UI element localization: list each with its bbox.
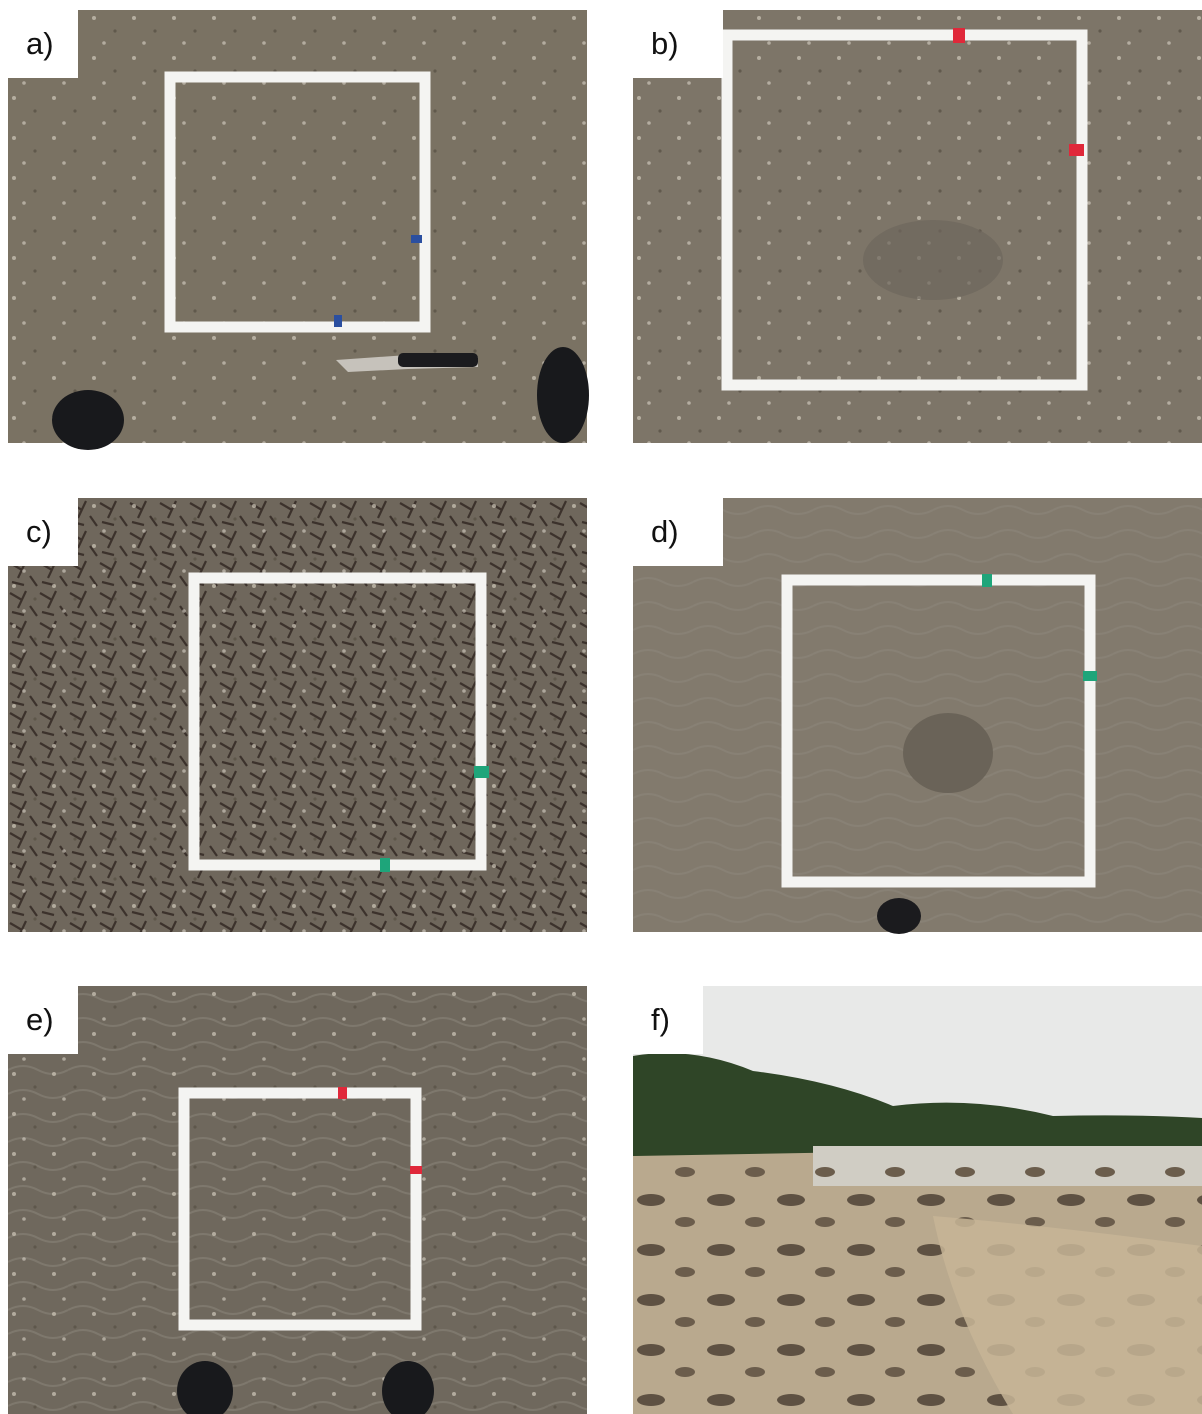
panel-label: d) — [651, 514, 679, 549]
photo-b: b) — [633, 10, 1202, 443]
panel-label: b) — [651, 26, 679, 61]
panel-label: c) — [26, 514, 52, 549]
photo-d: d) — [633, 498, 1202, 934]
panel-label: e) — [26, 1002, 54, 1037]
figure: a) b) c) d) — [0, 0, 1202, 1414]
photo-a: a) — [8, 10, 589, 450]
panel-label: f) — [651, 1002, 670, 1037]
panel-label: a) — [26, 26, 54, 61]
photo-c: c) — [8, 498, 587, 932]
photo-f: f) — [633, 986, 1202, 1414]
photo-e: e) — [8, 986, 587, 1414]
